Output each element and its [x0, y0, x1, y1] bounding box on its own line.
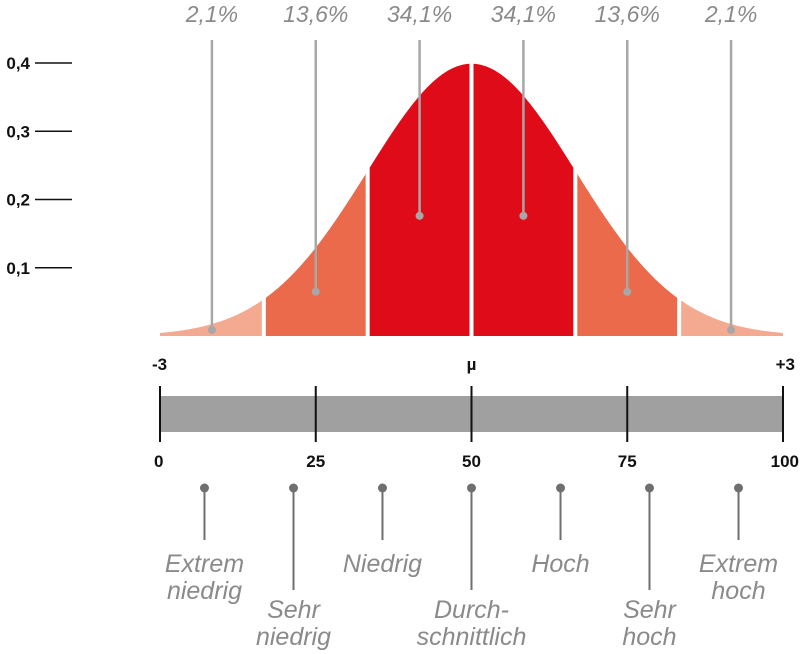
percent-dot-6: [727, 326, 736, 334]
category-label-1-line-1: Extrem: [165, 550, 244, 578]
sd-label-1: -3: [152, 355, 167, 374]
y-tick-label-1: 0,4: [6, 54, 30, 73]
y-tick-label-2: 0,3: [6, 122, 30, 141]
category-label-2-line-1: Sehr: [267, 596, 321, 624]
category-label-4-line-1: Durch-: [434, 596, 509, 624]
percent-dot-2: [311, 287, 320, 296]
category-label-5-line-1: Hoch: [531, 550, 589, 578]
percent-dot-3: [415, 211, 424, 220]
percent-dot-5: [623, 287, 632, 296]
curve-region-1: [160, 299, 264, 336]
percent-dot-1: [207, 326, 216, 334]
percent-dot-4: [519, 211, 528, 220]
y-tick-label-4: 0,1: [6, 259, 30, 278]
percent-label-4: 34,1%: [491, 1, 556, 27]
percent-label-2: 13,6%: [283, 1, 348, 27]
category-label-7-line-1: Extrem: [699, 550, 778, 578]
scale-tick-label-1: 0: [154, 452, 163, 471]
sd-label-2: µ: [467, 355, 477, 374]
category-label-2-line-2: niedrig: [256, 623, 331, 651]
category-label-3-line-1: Niedrig: [343, 550, 422, 578]
scale-tick-label-2: 25: [306, 452, 325, 471]
scale-tick-label-4: 75: [618, 452, 637, 471]
sd-label-3: +3: [776, 355, 795, 374]
percent-label-6: 2,1%: [704, 1, 757, 27]
percent-label-3: 34,1%: [387, 1, 452, 27]
category-label-1-line-2: niedrig: [167, 577, 242, 605]
category-label-4-line-2: schnittlich: [417, 623, 527, 651]
scale-tick-label-5: 100: [771, 452, 799, 471]
category-label-6-line-1: Sehr: [623, 596, 677, 624]
scale-tick-label-3: 50: [462, 452, 481, 471]
category-label-6-line-2: hoch: [622, 623, 676, 651]
y-tick-label-3: 0,2: [6, 191, 30, 210]
curve-region-6: [679, 299, 783, 336]
percent-label-1: 2,1%: [185, 1, 238, 27]
category-label-7-line-2: hoch: [711, 577, 765, 605]
percent-label-5: 13,6%: [595, 1, 660, 27]
